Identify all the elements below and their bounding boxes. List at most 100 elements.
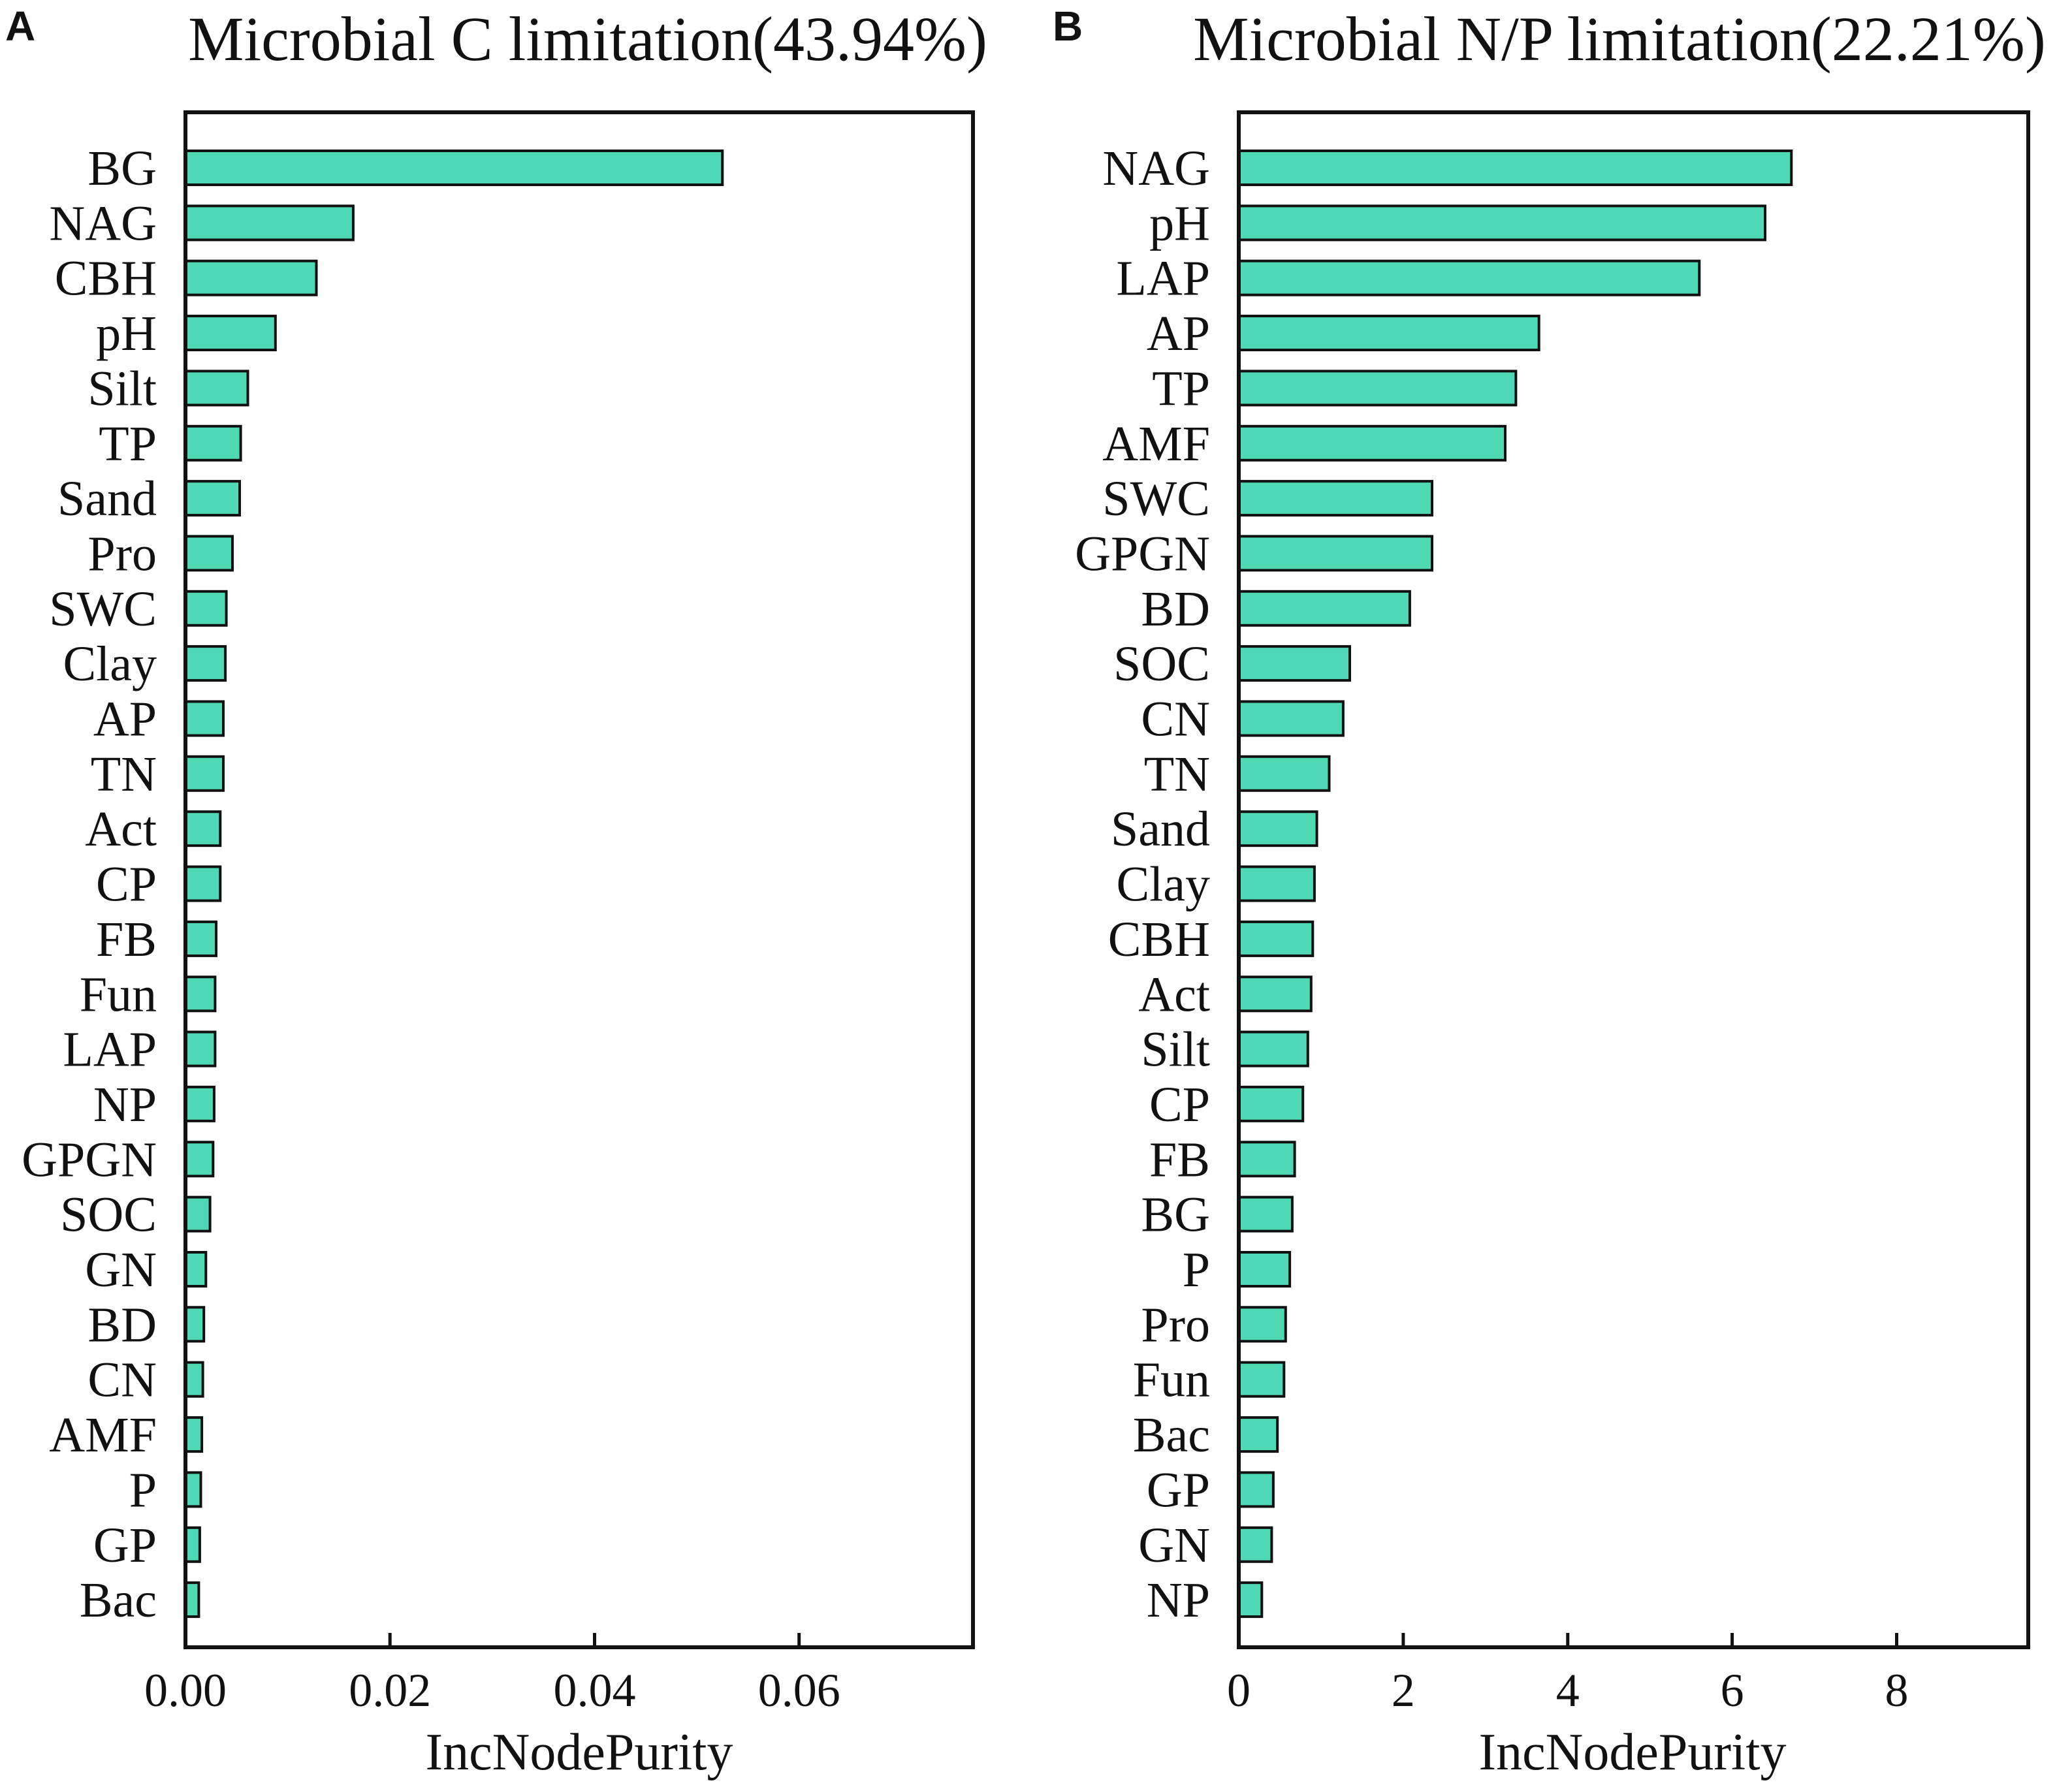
panel-b-bar-cn [1237,700,1345,737]
panel-a-bars [184,150,724,1619]
panel-b-category-cn: CN [1141,692,1210,747]
panel-a-x-axis-label: IncNodePurity [425,1724,733,1781]
panel-a-category-ap: AP [93,692,157,747]
panel-b-category-cbh: CBH [1108,912,1210,967]
panel-a-bar-gp [184,1526,201,1563]
panel-b-plot-frame [1237,110,2030,1649]
panel-b-x-tick-label: 6 [1721,1664,1744,1716]
panel-b-category-fb: FB [1149,1132,1210,1187]
panel-a-bar-gpgn [184,1141,215,1178]
panel-b-x-tick-label: 2 [1392,1664,1415,1716]
panel-a-category-tn: TN [91,747,157,802]
panel-b-bar-lap [1237,259,1701,296]
panel-a-category-np: NP [93,1077,157,1132]
panel-a-plot-frame [183,110,975,1649]
panel-b-category-tn: TN [1144,747,1210,802]
panel-a-x-ticks: 0.00 0.02 0.04 0.06 [144,1633,840,1716]
panel-b-category-bg: BG [1141,1188,1210,1242]
panel-b-bar-silt [1237,1030,1309,1067]
panel-a-bar-cbh [184,259,318,296]
panel-b-bar-pro [1237,1306,1287,1343]
panel-a-category-nag: NAG [49,196,157,251]
panel-b-category-gpgn: GPGN [1075,526,1210,581]
panel-b-bar-np [1237,1581,1264,1619]
panel-a-bar-sand [184,480,241,517]
panel-a-bar-p [184,1471,202,1508]
panel-a-category-fb: FB [96,912,157,967]
panel-b-title: Microbial N/P limitation(22.21%) [1193,4,2046,74]
panel-a-category-labels: BGNAGCBHpHSiltTPSandProSWCClayAPTNActCPF… [22,141,157,1628]
panel-b-category-np: NP [1147,1573,1210,1628]
panel-b-bar-cp [1237,1085,1305,1122]
panel-b-bar-swc [1237,480,1433,517]
panel-a-category-lap: LAP [63,1022,157,1077]
panel-a-bar-ap [184,700,225,737]
panel-a-category-pro: Pro [88,526,157,581]
panel-a-bar-cp [184,865,222,902]
panel-b-x-tick-label: 8 [1885,1664,1909,1716]
panel-a-letter: A [5,3,35,50]
panel-b-category-clay: Clay [1116,857,1210,912]
panel-a-bar-bg [184,150,724,186]
panel-a-category-p: P [129,1463,157,1517]
panel-a-category-swc: SWC [49,582,157,637]
panel-b-bar-bd [1237,590,1411,627]
panel-a: A Microbial C limitation(43.94%) BGNAGCB… [5,3,987,1781]
panel-a-category-sand: Sand [57,471,157,526]
panel-b-category-fun: Fun [1133,1353,1210,1408]
panel-a-x-tick-label: 0.00 [144,1664,227,1716]
panel-a-category-gp: GP [93,1518,157,1573]
panel-b-category-cp: CP [1149,1077,1210,1132]
panel-b-category-ap: AP [1147,306,1210,361]
panel-a-bar-soc [184,1195,212,1233]
panel-a-category-soc: SOC [60,1188,157,1242]
panel-b-category-gp: GP [1147,1463,1210,1517]
panel-b-category-labels: NAGpHLAPAPTPAMFSWCGPGNBDSOCCNTNSandClayC… [1075,141,1210,1628]
panel-a-category-bac: Bac [80,1573,157,1628]
panel-a-bar-gn [184,1251,208,1288]
panel-b-bar-tp [1237,370,1518,407]
panel-a-bar-bd [184,1306,206,1343]
panel-b-bar-act [1237,975,1313,1013]
panel-a-bar-ph [184,315,277,351]
panel-a-bar-cn [184,1361,204,1398]
panel-b-x-tick-label: 0 [1227,1664,1251,1716]
panel-a-category-silt: Silt [88,361,157,416]
panel-a-category-cn: CN [88,1353,157,1408]
panel-b-bar-fun [1237,1361,1286,1398]
panel-a-bar-bac [184,1581,200,1619]
panel-b-x-axis-label: IncNodePurity [1478,1724,1786,1781]
panel-b-category-gn: GN [1138,1518,1210,1573]
panel-a-category-amf: AMF [49,1408,157,1463]
panel-b-category-amf: AMF [1102,417,1210,471]
panel-b-bars [1237,150,1793,1619]
panel-b-category-pro: Pro [1141,1297,1210,1352]
panel-b-category-bd: BD [1141,582,1210,637]
panel-a-bar-amf [184,1416,204,1453]
panel-b-bar-tn [1237,755,1331,792]
panel-a-x-tick-label: 0.06 [758,1664,840,1716]
panel-b-bar-ph [1237,204,1766,242]
panel-a-category-fun: Fun [80,967,157,1022]
panel-a-bar-nag [184,204,355,242]
panel-b-category-act: Act [1138,967,1210,1022]
panel-a-bar-silt [184,370,249,407]
panel-b-category-nag: NAG [1102,141,1210,196]
panel-b-bar-gn [1237,1526,1273,1563]
panel-b-category-lap: LAP [1116,251,1210,306]
panel-b: B Microbial N/P limitation(22.21%) NAGpH… [1053,3,2046,1781]
panel-b-category-silt: Silt [1141,1022,1210,1077]
panel-a-category-ph: pH [96,306,157,361]
panel-b-category-swc: SWC [1102,471,1210,526]
panel-a-bar-fb [184,920,217,957]
panel-a-bar-act [184,810,222,847]
panel-b-bar-bac [1237,1416,1279,1453]
panel-b-bar-gpgn [1237,535,1433,572]
panel-a-category-cbh: CBH [55,251,157,306]
panel-a-category-tp: TP [99,417,157,471]
panel-a-bar-lap [184,1030,217,1067]
panel-b-category-bac: Bac [1133,1408,1210,1463]
panel-b-bar-fb [1237,1141,1296,1178]
panel-a-category-cp: CP [96,857,157,912]
